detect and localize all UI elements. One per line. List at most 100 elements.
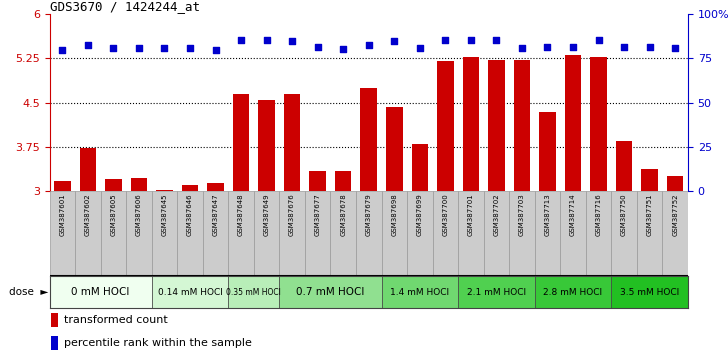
Bar	[229, 191, 254, 276]
Bar	[51, 336, 58, 350]
Point	[593, 37, 604, 42]
Bar	[50, 191, 75, 276]
Text: GDS3670 / 1424244_at: GDS3670 / 1424244_at	[50, 0, 199, 13]
Text: GSM387648: GSM387648	[238, 194, 244, 236]
Text: 3.5 mM HOCl: 3.5 mM HOCl	[620, 287, 679, 297]
Point	[286, 38, 298, 44]
Point	[465, 37, 477, 42]
Bar	[458, 191, 483, 276]
Bar	[381, 191, 407, 276]
Point	[440, 37, 451, 43]
Bar	[462, 57, 479, 191]
Bar	[561, 191, 586, 276]
Text: 0.14 mM HOCl: 0.14 mM HOCl	[157, 287, 222, 297]
Point	[618, 44, 630, 50]
Bar	[612, 276, 688, 308]
Text: GSM387606: GSM387606	[136, 194, 142, 236]
Text: GSM387701: GSM387701	[468, 194, 474, 236]
Bar	[565, 56, 582, 191]
Bar	[514, 60, 530, 191]
Point	[363, 42, 374, 48]
Text: GSM387679: GSM387679	[365, 194, 372, 236]
Bar	[54, 181, 71, 191]
Text: dose  ►: dose ►	[9, 287, 48, 297]
Bar	[407, 191, 432, 276]
Bar	[280, 191, 305, 276]
Text: GSM387702: GSM387702	[494, 194, 499, 236]
Text: GSM387646: GSM387646	[187, 194, 193, 236]
Bar	[126, 191, 151, 276]
Bar	[411, 144, 428, 191]
Bar	[100, 191, 126, 276]
Bar	[50, 276, 151, 308]
Bar	[509, 191, 535, 276]
Bar	[458, 276, 535, 308]
Bar	[590, 57, 607, 191]
Point	[337, 46, 349, 52]
Bar	[229, 276, 280, 308]
Bar	[386, 107, 403, 191]
Text: GSM387605: GSM387605	[111, 194, 116, 236]
Text: 2.8 mM HOCl: 2.8 mM HOCl	[544, 287, 603, 297]
Bar	[616, 141, 633, 191]
Text: GSM387601: GSM387601	[59, 194, 66, 236]
Point	[184, 46, 196, 51]
Bar	[335, 171, 352, 191]
Point	[82, 42, 94, 48]
Text: transformed count: transformed count	[63, 315, 167, 325]
Bar	[539, 112, 555, 191]
Point	[235, 37, 247, 43]
Point	[57, 47, 68, 52]
Point	[567, 44, 579, 50]
Bar	[79, 148, 96, 191]
Bar	[360, 88, 377, 191]
Bar	[258, 100, 275, 191]
Text: GSM387649: GSM387649	[264, 194, 269, 236]
Bar	[177, 191, 202, 276]
Point	[210, 47, 221, 52]
Bar	[254, 191, 280, 276]
Bar	[535, 276, 612, 308]
Point	[491, 37, 502, 42]
Bar	[535, 191, 561, 276]
Text: 1.4 mM HOCl: 1.4 mM HOCl	[390, 287, 449, 297]
Text: GSM387700: GSM387700	[443, 194, 448, 236]
Text: GSM387713: GSM387713	[545, 194, 550, 236]
Text: GSM387676: GSM387676	[289, 194, 295, 236]
Bar	[356, 191, 381, 276]
Point	[133, 46, 145, 51]
Point	[542, 44, 553, 50]
Point	[669, 45, 681, 51]
Point	[108, 46, 119, 51]
Text: GSM387647: GSM387647	[213, 194, 218, 236]
Text: GSM387716: GSM387716	[596, 194, 601, 236]
Bar	[151, 191, 177, 276]
Point	[414, 46, 426, 51]
Text: GSM387677: GSM387677	[314, 194, 320, 236]
Bar	[207, 183, 223, 191]
Text: GSM387698: GSM387698	[391, 194, 397, 236]
Text: 0.35 mM HOCl: 0.35 mM HOCl	[226, 287, 281, 297]
Text: GSM387602: GSM387602	[84, 194, 91, 236]
Bar	[151, 276, 229, 308]
Text: GSM387703: GSM387703	[519, 194, 525, 236]
Bar	[488, 60, 505, 191]
Text: GSM387751: GSM387751	[646, 194, 653, 236]
Bar	[637, 191, 662, 276]
Text: GSM387645: GSM387645	[162, 194, 167, 236]
Bar	[156, 190, 173, 191]
Bar	[483, 191, 509, 276]
Text: GSM387752: GSM387752	[672, 194, 678, 236]
Point	[261, 37, 272, 43]
Bar	[432, 191, 458, 276]
Text: GSM387714: GSM387714	[570, 194, 576, 236]
Bar	[130, 178, 147, 191]
Bar	[182, 185, 198, 191]
Point	[516, 46, 528, 51]
Point	[644, 44, 655, 50]
Bar	[284, 94, 301, 191]
Bar	[586, 191, 612, 276]
Point	[312, 44, 323, 50]
Bar	[305, 191, 331, 276]
Bar	[641, 169, 658, 191]
